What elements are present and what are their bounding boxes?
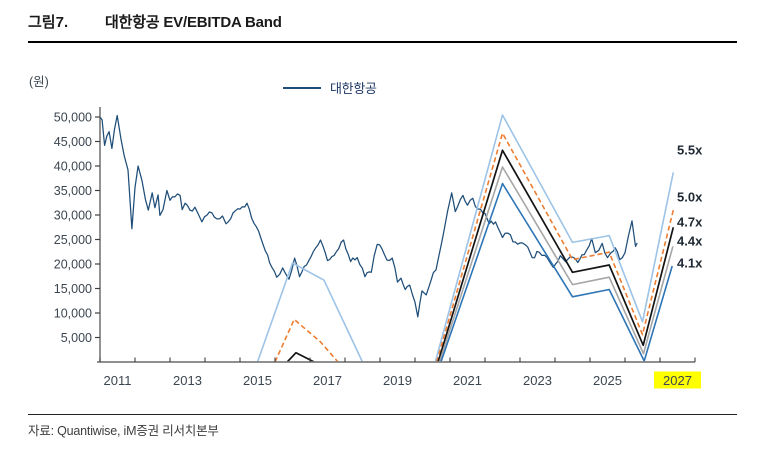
y-tick-label-45000: 45,000	[54, 135, 92, 149]
price-line-series	[99, 114, 638, 318]
y-tick-label-40000: 40,000	[54, 160, 92, 174]
source-note: 자료: Quantiwise, iM증권 리서치본부	[28, 424, 219, 438]
band-line-5.5x-seg0	[256, 262, 364, 363]
y-tick-label-20000: 20,000	[54, 258, 92, 272]
band-line-5.0x-seg1	[435, 132, 675, 363]
y-tick-label-25000: 25,000	[54, 233, 92, 247]
legend-series-label: 대한항공	[330, 81, 377, 96]
figure-number-label: 그림7.	[28, 14, 69, 31]
band-line-4.7x-seg0	[286, 351, 315, 363]
figure-header: 그림7. 대한항공 EV/EBITDA Band	[28, 11, 737, 32]
x-tick-label-2027: 2027	[663, 373, 692, 388]
band-label-4.4x: 4.4x	[677, 234, 703, 249]
footer-divider	[28, 414, 737, 415]
y-tick-label-30000: 30,000	[54, 209, 92, 223]
x-tick-label-2017: 2017	[313, 373, 342, 388]
band-line-5.5x-seg1	[434, 114, 675, 363]
band-label-4.1x: 4.1x	[677, 256, 703, 271]
x-tick-label-2013: 2013	[173, 373, 202, 388]
y-tick-label-5000: 5,000	[61, 331, 92, 345]
x-tick-label-2019: 2019	[383, 373, 412, 388]
x-tick-label-2015: 2015	[243, 373, 272, 388]
figure-title: 대한항공 EV/EBITDA Band	[105, 14, 282, 31]
y-tick-label-50000: 50,000	[54, 111, 92, 125]
y-tick-label-15000: 15,000	[54, 282, 92, 296]
band-line-5.0x-seg0	[274, 318, 339, 363]
x-tick-label-2025: 2025	[593, 373, 622, 388]
band-line-4.1x-seg0	[440, 182, 673, 363]
legend-line-sample	[283, 86, 321, 89]
band-line-4.7x-seg1	[437, 149, 675, 363]
y-axis-unit-label: (원)	[29, 75, 49, 89]
band-line-4.4x-seg0	[438, 166, 674, 363]
x-tick-label-2023: 2023	[523, 373, 552, 388]
band-label-5.0x: 5.0x	[677, 190, 703, 205]
x-tick-label-2011: 2011	[104, 373, 132, 388]
band-label-4.7x: 4.7x	[677, 215, 703, 230]
y-tick-label-10000: 10,000	[54, 307, 92, 321]
y-tick-label-35000: 35,000	[54, 184, 92, 198]
band-label-5.5x: 5.5x	[677, 143, 703, 158]
x-label-highlight-2027	[654, 371, 701, 389]
x-tick-label-2021: 2021	[453, 373, 482, 388]
header-divider	[28, 41, 737, 43]
chart-legend: 대한항공	[283, 78, 377, 97]
